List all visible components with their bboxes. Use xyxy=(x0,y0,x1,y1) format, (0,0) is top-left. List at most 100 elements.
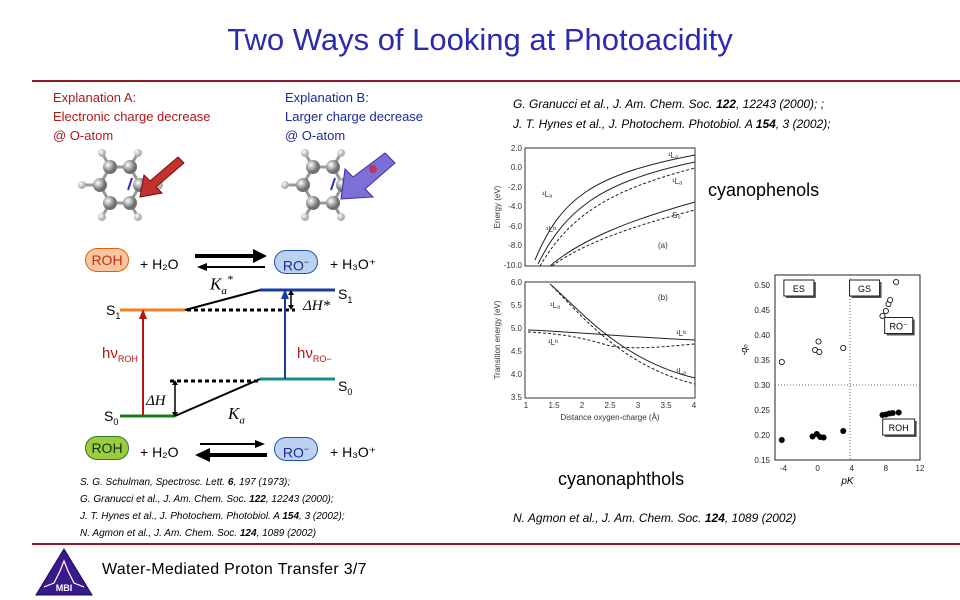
slide-title: Two Ways of Looking at Photoacidity xyxy=(227,22,733,57)
reference-line: G. Granucci et al., J. Am. Chem. Soc. 12… xyxy=(513,97,825,111)
bottom-divider xyxy=(32,543,960,545)
scatter-ytick: 0.30 xyxy=(754,381,770,390)
scatter-xtick: 4 xyxy=(850,464,855,473)
phenol-molecule-a xyxy=(78,149,185,221)
explanation-a: Explanation A: Electronic charge decreas… xyxy=(53,88,211,145)
scatter-ytick: 0.25 xyxy=(754,406,770,415)
references-bottom-left: S. G. Schulman, Spectrosc. Lett. 6, 197 … xyxy=(80,474,345,542)
es-point xyxy=(840,345,847,352)
panel-b-ytick: 5.5 xyxy=(511,301,523,310)
explanation-a-heading: Explanation A: xyxy=(53,90,137,105)
cyanophenols-label: cyanophenols xyxy=(708,180,820,200)
scatter-frame xyxy=(774,274,921,461)
mbi-logo: MBI xyxy=(35,548,93,596)
legend-box xyxy=(849,279,881,297)
scatter-xtick: 0 xyxy=(815,464,820,473)
panel-a-ylabel: Energy (eV) xyxy=(493,185,502,228)
equilibrium-arrows-bottom xyxy=(195,440,267,462)
panel-b-ytick: 4.5 xyxy=(511,347,523,356)
footer-title: Water-Mediated Proton Transfer 3/7 xyxy=(102,561,367,578)
es-point xyxy=(887,297,894,304)
curve-label: ¹Lᵇ xyxy=(546,225,556,234)
explanation-a-text: Electronic charge decrease xyxy=(53,109,211,124)
panel-b-ytick: 3.5 xyxy=(511,393,523,402)
panel-a-frame xyxy=(524,147,696,267)
curve-label: ¹Lₐ xyxy=(676,367,687,376)
gs-point xyxy=(840,427,847,434)
panel-a-ytick: -8.0 xyxy=(508,241,522,250)
panel-b-tag: (b) xyxy=(658,293,668,302)
gs-point xyxy=(778,436,785,443)
scatter-ytick: 0.50 xyxy=(754,281,770,290)
equilibrium-arrows-top xyxy=(195,249,267,271)
reference-line: N. Agmon et al., J. Am. Chem. Soc. 124, … xyxy=(80,528,317,539)
reference-right: N. Agmon et al., J. Am. Chem. Soc. 124, … xyxy=(513,511,797,525)
panel-a-ytick: -10.0 xyxy=(504,261,523,270)
gs-point xyxy=(820,434,827,441)
gs-point xyxy=(895,409,902,416)
panel-a-ytick: -6.0 xyxy=(508,222,522,231)
curve-label: ¹Lₐ xyxy=(672,177,683,186)
xtick: 3.5 xyxy=(660,401,672,410)
legend-label: GS xyxy=(858,284,871,294)
explanation-b-atom: @ O-atom xyxy=(285,128,346,143)
es-point xyxy=(816,349,823,356)
curve-label: ¹Lᵇ xyxy=(676,329,686,338)
xtick: 2 xyxy=(580,401,585,410)
scatter-xlabel: pK xyxy=(840,476,855,487)
reference-line: G. Granucci et al., J. Am. Chem. Soc. 12… xyxy=(80,494,334,505)
es-point xyxy=(893,278,900,285)
delta-h-star-label: ΔH* xyxy=(303,298,331,314)
phenol-molecule-b xyxy=(281,149,396,221)
scatter-ytick: 0.15 xyxy=(754,456,770,465)
scatter-ytick: 0.20 xyxy=(754,431,770,440)
panel-b-ylabel: Transition energy (eV) xyxy=(493,300,502,379)
hv-roh-label: hνROH xyxy=(102,345,138,364)
xtick: 2.5 xyxy=(604,401,616,410)
curve-label: ¹Lₐ xyxy=(550,301,561,310)
references-top-right: G. Granucci et al., J. Am. Chem. Soc. 12… xyxy=(513,94,831,134)
xtick: 4 xyxy=(692,401,697,410)
curve-label: ¹Lₐ xyxy=(668,151,679,160)
s1-right-label: S1 xyxy=(338,286,353,305)
legend-label: ROH xyxy=(889,423,909,433)
scatter-ytick: 0.35 xyxy=(754,356,770,365)
ka-star-label: Ka* xyxy=(210,272,233,298)
panel-a-ytick: -4.0 xyxy=(508,202,522,211)
es-point xyxy=(882,308,889,315)
panel-a-ytick: -2.0 xyxy=(508,183,522,192)
legend-box xyxy=(882,418,916,436)
explanation-b-heading: Explanation B: xyxy=(285,90,369,105)
explanation-b: Explanation B: Larger charge decrease @ … xyxy=(285,88,423,145)
scatter-ytick: 0.45 xyxy=(754,306,770,315)
es-point xyxy=(815,338,822,345)
xtick: 1 xyxy=(524,401,529,410)
es-point xyxy=(778,359,785,366)
hydronium-label-bottom: + H₃O⁺ xyxy=(330,444,377,460)
cyanonaphthols-label: cyanonaphthols xyxy=(558,469,685,489)
energy-curves-plot: 2.0 0.0 -2.0 -4.0 -6.0 -8.0 -10.0 Energy… xyxy=(493,144,697,422)
legend-box xyxy=(884,317,914,334)
panel-b-ytick: 6.0 xyxy=(511,278,523,287)
ro-species-top: RO− xyxy=(274,250,318,274)
roh-species-bottom: ROH xyxy=(85,436,129,460)
legend-label: ES xyxy=(793,284,805,294)
hv-ro-label: hνRO− xyxy=(297,345,332,364)
es-point xyxy=(879,313,886,320)
curve-label: ¹Lᵇ xyxy=(548,338,558,347)
forster-cycle-diagram xyxy=(120,249,335,462)
s0-left-label: S0 xyxy=(104,408,119,427)
scatter-ytick: 0.40 xyxy=(754,331,770,340)
panel-a-ytick: 0.0 xyxy=(511,163,523,172)
water-label-top: + H₂O xyxy=(140,256,179,272)
panel-b-ytick: 4.0 xyxy=(511,370,523,379)
scatter-xtick: 12 xyxy=(916,464,925,473)
panel-a-tag: (a) xyxy=(658,241,668,250)
curve-label: S₀ xyxy=(672,211,681,220)
s0-right-label: S0 xyxy=(338,378,353,397)
water-label-bottom: + H₂O xyxy=(140,444,179,460)
xlabel: Distance oxygen-charge (Å) xyxy=(560,413,659,422)
scatter-xtick: -4 xyxy=(780,464,788,473)
gs-point xyxy=(809,433,816,440)
hydronium-label-top: + H₃O⁺ xyxy=(330,256,377,272)
